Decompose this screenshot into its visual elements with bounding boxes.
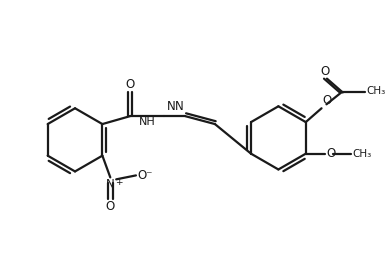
- Text: O: O: [326, 147, 336, 160]
- Text: O: O: [106, 200, 115, 213]
- Text: O⁻: O⁻: [137, 169, 152, 182]
- Text: +: +: [115, 178, 123, 187]
- Text: O: O: [125, 78, 135, 92]
- Text: N: N: [106, 178, 115, 191]
- Text: CH₃: CH₃: [352, 149, 371, 159]
- Text: O: O: [321, 65, 330, 78]
- Text: N: N: [175, 100, 184, 113]
- Text: NH: NH: [139, 117, 155, 127]
- Text: CH₃: CH₃: [366, 86, 385, 96]
- Text: O: O: [322, 94, 332, 107]
- Text: N: N: [166, 100, 175, 113]
